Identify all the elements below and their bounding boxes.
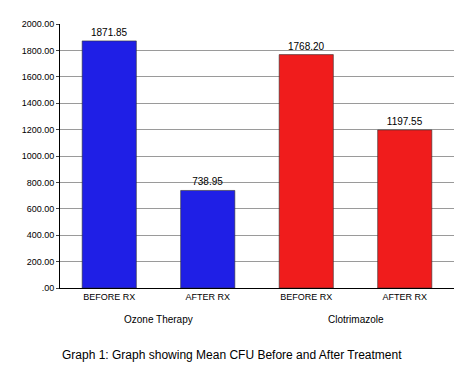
svg-text:1600.00: 1600.00 — [22, 72, 55, 82]
svg-text:738.95: 738.95 — [192, 176, 223, 187]
svg-text:1400.00: 1400.00 — [22, 98, 55, 108]
svg-text:1871.85: 1871.85 — [91, 27, 128, 38]
svg-text:BEFORE RX: BEFORE RX — [280, 292, 332, 302]
svg-text:1197.55: 1197.55 — [387, 116, 423, 127]
svg-text:400.00: 400.00 — [27, 230, 55, 240]
svg-text:200.00: 200.00 — [27, 257, 55, 267]
svg-text:800.00: 800.00 — [27, 178, 55, 188]
svg-text:AFTER RX: AFTER RX — [382, 292, 427, 302]
svg-text:Graph 1: Graph showing Mean CF: Graph 1: Graph showing Mean CFU Before a… — [62, 348, 402, 362]
svg-text:Ozone Therapy: Ozone Therapy — [124, 314, 193, 325]
svg-text:1800.00: 1800.00 — [22, 46, 55, 56]
svg-text:AFTER RX: AFTER RX — [185, 292, 230, 302]
svg-text:600.00: 600.00 — [27, 204, 55, 214]
svg-text:2000.00: 2000.00 — [22, 19, 55, 29]
svg-text:1200.00: 1200.00 — [22, 125, 55, 135]
svg-text:Clotrimazole: Clotrimazole — [328, 314, 384, 325]
svg-text:1000.00: 1000.00 — [22, 151, 55, 161]
svg-text:.00: .00 — [42, 283, 55, 293]
svg-text:1768.20: 1768.20 — [288, 41, 325, 52]
svg-text:BEFORE RX: BEFORE RX — [83, 292, 135, 302]
